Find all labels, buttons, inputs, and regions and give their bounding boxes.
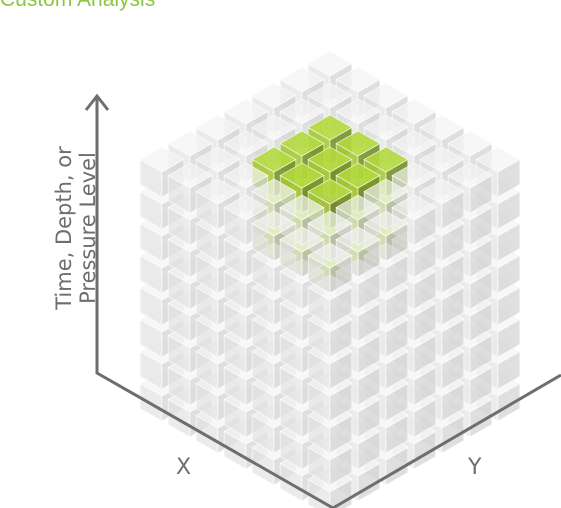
gray-cube-top-face bbox=[363, 82, 409, 109]
gray-cube bbox=[307, 242, 353, 294]
gray-cube-top-face bbox=[195, 146, 241, 173]
gray-cube-top-face bbox=[447, 162, 493, 189]
gray-cube-top-face bbox=[307, 210, 353, 237]
gray-cube-top-face bbox=[335, 226, 381, 253]
diagram-title: Custom Analysis bbox=[0, 0, 155, 12]
gray-cube bbox=[167, 162, 213, 214]
gray-cube-top-face bbox=[223, 194, 269, 221]
gray-cube-top-face bbox=[335, 98, 381, 125]
green-cube-top-face bbox=[307, 114, 353, 141]
gray-cube-top-face bbox=[363, 178, 409, 205]
gray-cube-top-face bbox=[391, 130, 437, 157]
gray-cube-top-face bbox=[167, 162, 213, 189]
green-cube-top-face bbox=[335, 162, 381, 189]
gray-cube-top-face bbox=[447, 130, 493, 157]
gray-cube-top-face bbox=[251, 178, 297, 205]
gray-cube-top-face bbox=[251, 114, 297, 141]
green-cube-top-face bbox=[307, 146, 353, 173]
gray-cube-top-face bbox=[139, 146, 185, 173]
green-cube-top-face bbox=[279, 130, 325, 157]
x-axis-label: X bbox=[176, 455, 192, 480]
gray-cube-top-face bbox=[251, 82, 297, 109]
gray-cube-top-face bbox=[363, 114, 409, 141]
green-cube-top-face bbox=[279, 162, 325, 189]
green-cube-top-face bbox=[363, 146, 409, 173]
gray-cube-top-face bbox=[279, 98, 325, 125]
gray-cube bbox=[195, 178, 241, 230]
gray-cube-top-face bbox=[391, 194, 437, 221]
gray-cube-top-face bbox=[279, 226, 325, 253]
axes bbox=[84, 93, 561, 508]
cube-grid bbox=[139, 50, 521, 508]
gray-cube-top-face bbox=[335, 194, 381, 221]
green-cube-top-face bbox=[251, 146, 297, 173]
vertical-axis-label-line1: Time, Depth, or bbox=[52, 146, 76, 310]
green-cube-top-face bbox=[307, 178, 353, 205]
gray-cube-top-face bbox=[335, 66, 381, 93]
gray-cube-top-face bbox=[363, 210, 409, 237]
gray-cube-top-face bbox=[223, 162, 269, 189]
gray-cube bbox=[363, 210, 409, 262]
vertical-axis-arrowhead bbox=[84, 93, 110, 111]
gray-cube-top-face bbox=[307, 242, 353, 269]
gray-cube-top-face bbox=[223, 98, 269, 125]
gray-cube-top-face bbox=[307, 50, 353, 77]
gray-cube-top-face bbox=[251, 210, 297, 237]
y-axis-line bbox=[332, 373, 561, 508]
gray-cube-top-face bbox=[391, 162, 437, 189]
gray-cube-top-face bbox=[195, 114, 241, 141]
gray-cube-top-face bbox=[195, 178, 241, 205]
gray-cube-top-face bbox=[391, 98, 437, 125]
y-axis-label: Y bbox=[468, 455, 482, 480]
vertical-axis-label: Time, Depth, or Pressure Level bbox=[52, 98, 100, 358]
gray-cube-top-face bbox=[279, 194, 325, 221]
gray-cube-top-face bbox=[279, 66, 325, 93]
gray-cube-top-face bbox=[419, 146, 465, 173]
gray-cube-top-face bbox=[419, 114, 465, 141]
gray-cube-top-face bbox=[307, 82, 353, 109]
gray-cube-top-face bbox=[167, 130, 213, 157]
gray-cube-top-face bbox=[475, 146, 521, 173]
vertical-axis-label-line2: Pressure Level bbox=[76, 152, 100, 304]
gray-cube-top-face bbox=[223, 130, 269, 157]
vertical-axis-line bbox=[95, 97, 334, 508]
green-cube-top-face bbox=[335, 130, 381, 157]
gray-cube-top-face bbox=[419, 178, 465, 205]
